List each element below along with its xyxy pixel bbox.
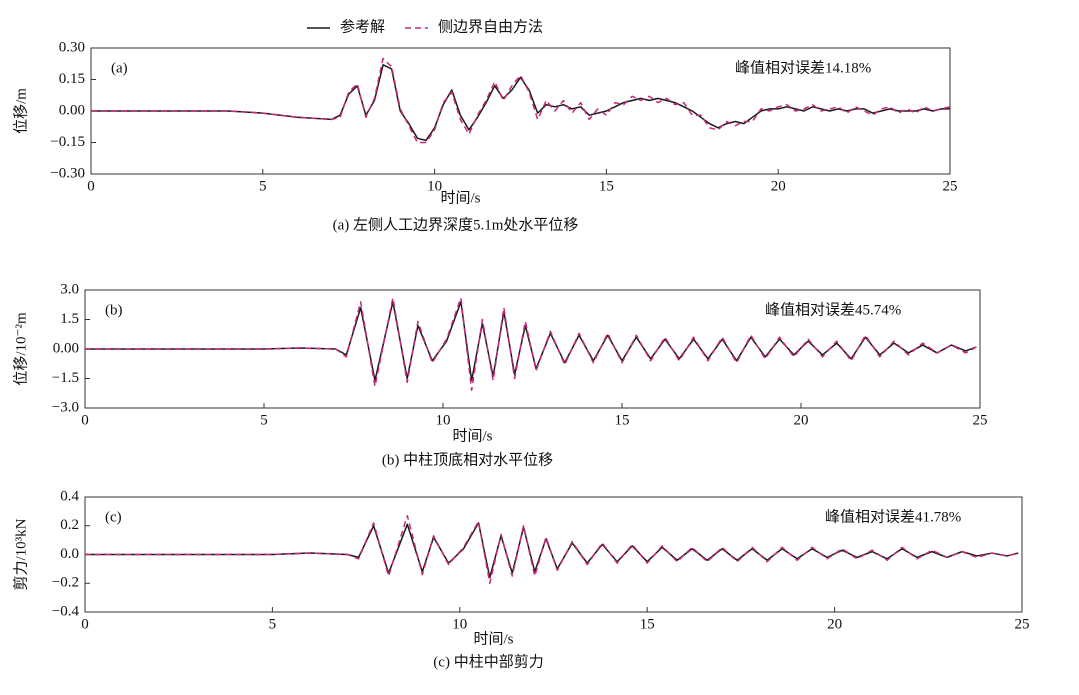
data-line [91,57,951,144]
panel-label: (a) [111,60,128,76]
panel-label: (c) [105,509,122,525]
y-axis-label: 位移/10⁻²m [12,312,29,386]
y-tick-label: 0.00 [59,102,85,118]
x-axis-label: 时间/s [440,189,480,206]
x-tick-label: 25 [943,178,958,194]
y-axis-label: 剪力/10³kN [12,518,29,590]
x-tick-label: 5 [260,412,268,428]
x-tick-label: 20 [771,178,786,194]
data-line [85,514,1019,584]
y-tick-label: 0.4 [60,488,79,504]
subplot-caption: (c) 中柱中部剪力 [433,653,543,670]
x-tick-label: 20 [794,412,809,428]
x-tick-label: 25 [973,412,988,428]
subplot-caption: (a) 左侧人工边界深度5.1m处水平位移 [333,216,579,233]
subplot-caption: (b) 中柱顶底相对水平位移 [382,451,553,468]
x-tick-label: 5 [259,178,267,194]
legend-label: 参考解 [340,18,385,35]
y-tick-label: 0.0 [60,546,79,562]
x-tick-label: 0 [81,412,89,428]
y-tick-label: −0.4 [52,603,80,619]
y-tick-label: −0.2 [52,575,79,591]
x-tick-label: 5 [269,616,277,632]
x-tick-label: 0 [81,616,89,632]
x-tick-label: 15 [640,616,655,632]
annotation: 峰值相对误差14.18% [735,59,871,76]
y-tick-label: −0.30 [50,165,85,181]
y-tick-label: −1.5 [52,370,79,386]
annotation: 峰值相对误差41.78% [825,508,961,525]
y-tick-label: 1.5 [60,311,79,327]
y-tick-label: 0.15 [59,71,85,87]
x-tick-label: 10 [452,616,467,632]
data-line [85,522,1019,579]
x-tick-label: 15 [615,412,630,428]
data-line [85,301,977,382]
annotation: 峰值相对误差45.74% [765,301,901,318]
y-tick-label: 3.0 [60,281,79,297]
y-tick-label: 0.30 [59,39,85,55]
x-tick-label: 20 [827,616,842,632]
x-tick-label: 10 [427,178,442,194]
y-tick-label: 0.00 [53,340,79,356]
legend-label: 侧边界自由方法 [438,18,543,35]
x-tick-label: 15 [599,178,614,194]
x-tick-label: 25 [1015,616,1030,632]
y-tick-label: −3.0 [52,399,79,415]
y-axis-label: 位移/m [12,88,29,134]
x-tick-label: 10 [436,412,451,428]
x-axis-label: 时间/s [473,630,513,647]
y-tick-label: −0.15 [50,134,85,150]
panel-label: (b) [105,302,123,318]
x-axis-label: 时间/s [452,427,492,444]
y-tick-label: 0.2 [60,517,79,533]
x-tick-label: 0 [87,178,95,194]
